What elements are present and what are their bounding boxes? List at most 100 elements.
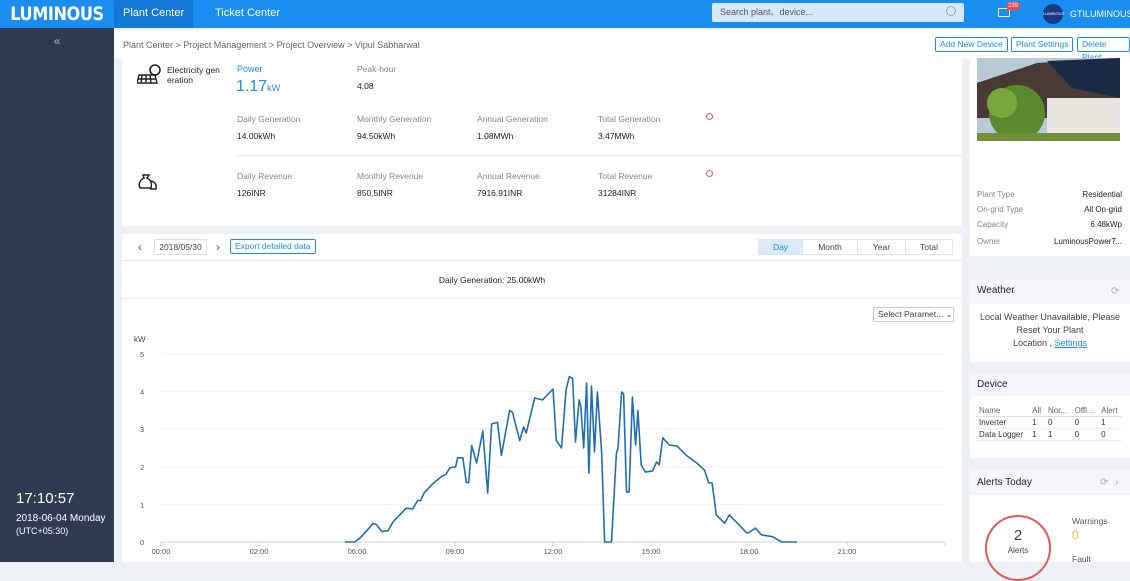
tab-year[interactable]: Year (857, 239, 906, 255)
divider (237, 155, 962, 156)
search-input[interactable]: Search plant、device... (712, 3, 964, 22)
weather-message: Local Weather Unavailable, Please Reset Y… (970, 311, 1130, 350)
breadcrumb[interactable]: Plant Center > Project Management > Proj… (123, 40, 420, 50)
generation-title: Electricity gen eration (167, 65, 220, 85)
tab-day[interactable]: Day (758, 239, 803, 255)
weather-header (970, 280, 1130, 304)
sidebar (0, 28, 114, 562)
prev-date-button[interactable]: ‹ (138, 240, 142, 254)
generation-stat-value: 1.08MWh (477, 131, 514, 141)
device-cell: 0 (1071, 416, 1099, 429)
generation-stat-value: 3.47MWh (598, 131, 635, 141)
alerts-header (970, 470, 1130, 495)
refresh-icon[interactable]: ⟳ (1111, 286, 1120, 297)
revenue-stat-value: 850.5INR (357, 188, 393, 198)
next-date-button[interactable]: › (216, 240, 220, 254)
device-cell: Inverter (976, 416, 1030, 429)
collapse-sidebar-icon[interactable]: « (53, 34, 61, 48)
logo[interactable]: LUMINOUS (10, 3, 104, 25)
generation-stat-label: Total Generation (598, 114, 661, 124)
device-row[interactable]: Inverter 1 0 0 1 (976, 416, 1122, 429)
delete-plant-button[interactable]: Delete Plant (1077, 37, 1130, 62)
plant-info-key: Capacity (977, 220, 1009, 229)
generation-series-line (344, 375, 797, 543)
plant-info-key: On-grid Type (977, 205, 1024, 214)
power-number: 1.17 (236, 78, 268, 95)
alerts-title: Alerts Today (977, 477, 1032, 488)
device-cell: 1 (1044, 428, 1072, 441)
weather-msg-line: Location , (1012, 338, 1052, 348)
device-cell: 0 (1071, 428, 1099, 441)
date-picker[interactable]: 2018/05/30 (154, 239, 207, 255)
x-tick-label: 02:00 (250, 547, 269, 556)
plant-photo (977, 58, 1120, 141)
x-tick-label: 15:00 (642, 547, 661, 556)
device-title: Device (977, 379, 1008, 390)
device-column-header: Alert (1098, 405, 1122, 417)
weather-title: Weather (977, 285, 1015, 296)
x-tick-label: 09:00 (446, 547, 465, 556)
revenue-stat-value: 126INR (237, 188, 266, 198)
nav-ticket-center[interactable]: Ticket Center (215, 7, 281, 19)
x-tick-label: 06:00 (348, 547, 367, 556)
warnings-value: 0 (1072, 528, 1079, 542)
avatar[interactable]: LUMINOUS (1043, 4, 1064, 24)
plant-info-value: 6.48kWp (1090, 220, 1122, 229)
power-label: Power (237, 64, 263, 74)
fault-label: Fault (1072, 554, 1091, 564)
generation-stat-label: Daily Generation (237, 114, 301, 124)
plant-info-value: LuminousPowerT... (1053, 237, 1122, 246)
device-cell: Data Logger (976, 428, 1030, 441)
plant-info-key: Owner (977, 237, 1001, 246)
plant-info-value: Residential (1082, 190, 1122, 199)
device-cell: 1 (1029, 416, 1045, 429)
device-cell: 0 (1044, 416, 1072, 429)
device-cell: 0 (1098, 428, 1122, 441)
revenue-stat-label: Annual Revenue (477, 171, 540, 181)
alerts-count-label: Alerts (1007, 546, 1029, 555)
money-bag-icon (138, 174, 157, 190)
peak-hour-value: 4.08 (357, 81, 374, 91)
mail-icon[interactable] (998, 8, 1010, 17)
clock-time: 17:10:57 (16, 490, 75, 507)
revenue-stat-label: Total Revenue (598, 171, 653, 181)
weather-settings-link[interactable]: Settings (1054, 338, 1088, 348)
device-column-header: Name (976, 405, 1030, 417)
revenue-stat-value: 7916.91INR (477, 188, 523, 198)
add-new-device-button[interactable]: Add New Device (935, 37, 1008, 52)
clock-timezone: (UTC+05:30) (16, 526, 69, 536)
plant-settings-button[interactable]: Plant Settings (1011, 37, 1074, 52)
revenue-stat-label: Monthly Revenue (357, 171, 424, 181)
peak-hour-label: Peak-hour (357, 64, 397, 74)
info-warning-icon[interactable] (706, 113, 713, 120)
info-warning-icon[interactable] (706, 170, 713, 177)
refresh-icon[interactable]: ⟳ (1100, 477, 1109, 488)
alerts-count: 2 (1013, 527, 1023, 544)
device-row[interactable]: Data Logger 1 1 0 0 (976, 428, 1122, 441)
weather-msg-line: Local Weather Unavailable, Please (980, 312, 1120, 322)
search-icon[interactable] (946, 6, 956, 16)
export-button[interactable]: Export detailed data (230, 239, 316, 254)
x-tick-label: 18:00 (740, 547, 759, 556)
tab-month[interactable]: Month (802, 239, 858, 255)
device-column-header: All (1029, 405, 1045, 417)
search-placeholder: Search plant、device... (720, 7, 814, 17)
y-tick-label: 1 (140, 500, 144, 509)
summary-card (122, 58, 962, 226)
revenue-stat-label: Daily Revenue (237, 171, 293, 181)
nav-plant-center[interactable]: Plant Center (114, 0, 194, 28)
x-tick-label: 21:00 (838, 547, 857, 556)
generation-stat-value: 94.50kWh (357, 131, 396, 141)
plant-info-value: All On-grid (1084, 205, 1122, 214)
generation-chart: kW 0 1 2 3 4 5 00:00 02:00 06:00 09:00 12:00 15:00 18… (134, 335, 946, 556)
chevron-right-icon[interactable]: › (1115, 477, 1119, 488)
device-cell: 1 (1029, 428, 1045, 441)
clock-date: 2018-06-04 Monday (16, 513, 106, 524)
select-parameter-dropdown[interactable]: Select Paramet... ⌄ (873, 307, 954, 322)
plant-info-key: Plant Type (977, 190, 1015, 199)
chart-title: Daily Generation: 25.00kWh (438, 275, 546, 285)
tab-total[interactable]: Total (905, 239, 953, 255)
generation-stat-value: 14.00kWh (237, 131, 276, 141)
divider (122, 298, 962, 299)
y-tick-label: 0 (140, 538, 144, 547)
